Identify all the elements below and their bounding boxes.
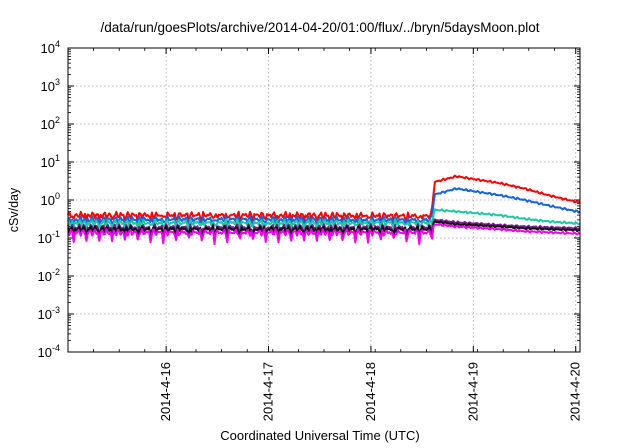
series-line (67, 223, 581, 246)
x-axis-label: Coordinated Universal Time (UTC) (220, 428, 420, 443)
x-tick-label: 2014-4-20 (568, 362, 583, 421)
chart-title: /data/run/goesPlots/archive/2014-04-20/0… (100, 20, 540, 35)
y-tick-label: 104 (41, 39, 60, 56)
y-tick-label: 103 (41, 77, 60, 94)
y-tick-label: 10-2 (38, 267, 60, 284)
x-tick-label: 2014-4-19 (465, 362, 480, 421)
y-tick-label: 100 (41, 191, 60, 208)
y-tick-label: 101 (41, 153, 60, 170)
y-tick-label: 102 (41, 115, 60, 132)
series-line (67, 220, 581, 242)
x-tick-label: 2014-4-17 (261, 362, 276, 421)
y-tick-label: 10-4 (38, 343, 60, 360)
y-tick-label: 10-3 (38, 305, 60, 322)
y-tick-label: 10-1 (38, 229, 60, 246)
x-tick-label: 2014-4-16 (158, 362, 173, 421)
plot-frame (67, 47, 581, 353)
x-tick-label: 2014-4-18 (363, 362, 378, 421)
series-line (67, 174, 581, 225)
